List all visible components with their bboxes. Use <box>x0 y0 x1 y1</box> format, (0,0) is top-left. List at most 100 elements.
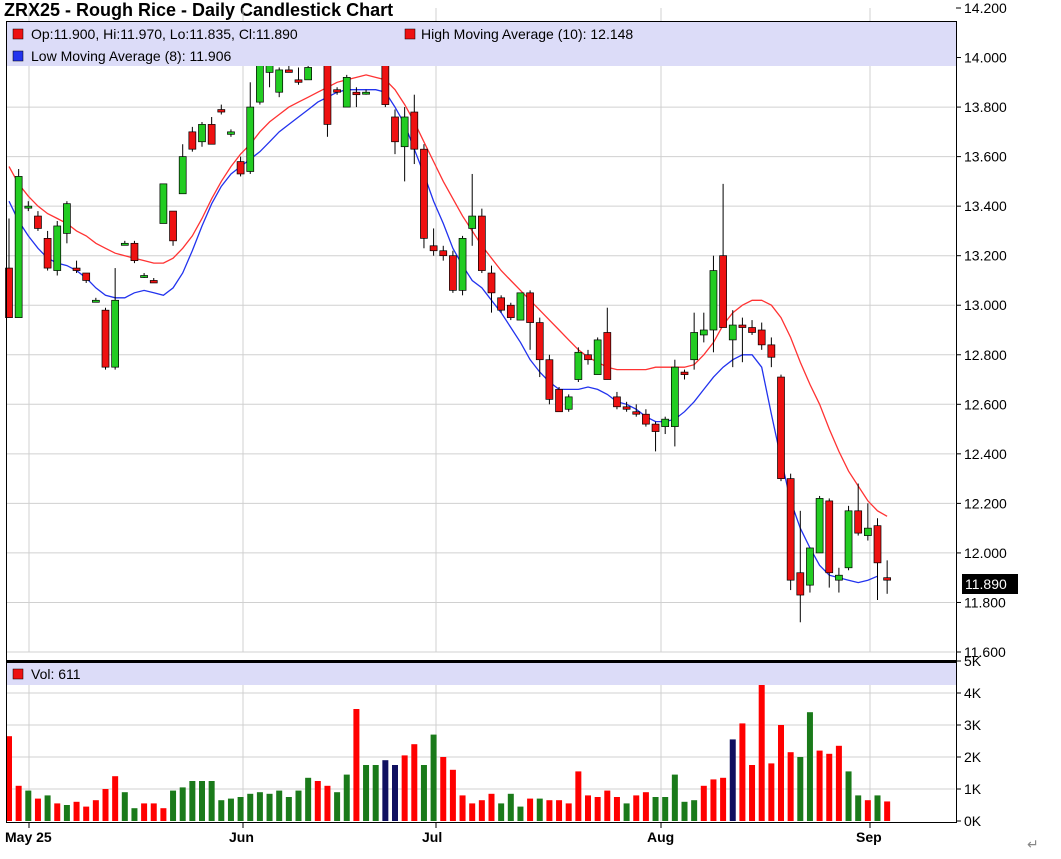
candle-body-down <box>584 354 592 361</box>
volume-bar <box>507 793 514 821</box>
candle-body-up <box>53 225 62 271</box>
volume-panel-frame <box>6 662 957 823</box>
candle-body-up <box>159 183 168 224</box>
candle-body-up <box>574 351 583 380</box>
candle <box>246 82 255 174</box>
candle <box>43 230 52 271</box>
candle <box>757 322 766 350</box>
candle <box>535 317 544 378</box>
volume-bar <box>546 800 553 821</box>
candle-body-down <box>796 572 805 596</box>
candle <box>478 208 486 274</box>
candle <box>680 369 689 380</box>
candle <box>410 94 419 165</box>
candle <box>584 349 592 365</box>
candle <box>786 473 795 591</box>
volume-bar <box>15 785 22 821</box>
last-price-label: 11.890 <box>965 576 1007 592</box>
volume-bar <box>160 808 167 821</box>
candle <box>699 312 708 343</box>
candle-body-down <box>130 242 139 261</box>
candle <box>622 401 631 412</box>
volume-bar <box>179 787 186 821</box>
volume-bar <box>218 800 225 821</box>
candle-body-up <box>120 242 129 246</box>
candle-body-down <box>72 267 81 271</box>
candle <box>748 320 756 335</box>
volume-bar <box>469 803 476 821</box>
candle-body-down <box>545 359 554 400</box>
volume-tick-label: 5K <box>964 653 982 669</box>
volume-tick-label: 4K <box>964 685 982 701</box>
candle-body-down <box>873 525 882 564</box>
candle-body-up <box>63 203 71 234</box>
volume-bar <box>112 776 119 821</box>
candle <box>613 391 621 410</box>
candle-body-down <box>883 577 892 581</box>
volume-bar <box>334 792 341 821</box>
price-tick-label: 13.600 <box>964 149 1007 165</box>
candle <box>555 386 563 413</box>
candle-body-down <box>854 510 863 534</box>
price-tick-label: 13.000 <box>964 297 1007 313</box>
candle <box>188 126 197 152</box>
price-tick-label: 13.200 <box>964 248 1007 264</box>
volume-bar <box>478 800 485 821</box>
candle <box>159 183 168 224</box>
volume-bar <box>585 795 591 821</box>
candle <box>72 260 81 274</box>
candle-body-down <box>651 423 660 432</box>
candle-body-down <box>719 255 727 328</box>
candle-body-up <box>815 498 824 554</box>
volume-bar <box>681 801 688 821</box>
last-price-tag <box>962 574 1018 594</box>
volume-bar <box>73 801 80 821</box>
candle <box>690 312 699 370</box>
volume-bar <box>691 800 698 821</box>
price-tick-label: 12.800 <box>964 347 1007 363</box>
volume-bar <box>710 779 717 821</box>
candle-body-up <box>709 270 718 331</box>
volume-bar <box>768 763 775 821</box>
volume-bar <box>488 793 495 821</box>
candle-body-up <box>516 292 525 321</box>
candle-body-down <box>603 332 612 380</box>
volume-bar <box>459 795 466 821</box>
volume-bar <box>449 769 456 821</box>
candle <box>767 337 776 368</box>
candle-body-down <box>43 238 52 269</box>
candle <box>207 116 216 145</box>
candle <box>796 510 805 623</box>
volume-tick-label: 0K <box>964 813 982 829</box>
volume-bar <box>662 797 669 821</box>
candle-body-down <box>217 109 226 113</box>
candle <box>53 221 62 276</box>
volume-bar <box>575 771 582 821</box>
volume-bar <box>884 801 891 821</box>
candle <box>545 354 554 405</box>
candle-body-up <box>661 418 670 427</box>
candle <box>458 235 467 296</box>
candle-body-down <box>786 478 795 581</box>
candle-body-up <box>265 64 274 73</box>
candle <box>449 250 457 293</box>
volume-bar <box>392 765 398 821</box>
month-label: Aug <box>647 829 674 845</box>
candle-body-up <box>178 156 187 195</box>
candle-body-down <box>642 413 650 425</box>
candle <box>391 109 399 155</box>
volume-tick-label: 1K <box>964 781 982 797</box>
candle <box>236 156 245 177</box>
volume-bar <box>845 771 852 821</box>
volume-bar <box>874 795 881 821</box>
candle-body-down <box>333 89 341 93</box>
candle <box>63 201 71 244</box>
volume-bar <box>324 785 331 821</box>
volume-bar <box>237 797 244 821</box>
candle-body-up <box>304 67 312 81</box>
candle <box>14 169 23 318</box>
candle-body-down <box>236 161 245 175</box>
price-tick-label: 13.800 <box>964 99 1007 115</box>
candle-body-up <box>690 332 699 361</box>
